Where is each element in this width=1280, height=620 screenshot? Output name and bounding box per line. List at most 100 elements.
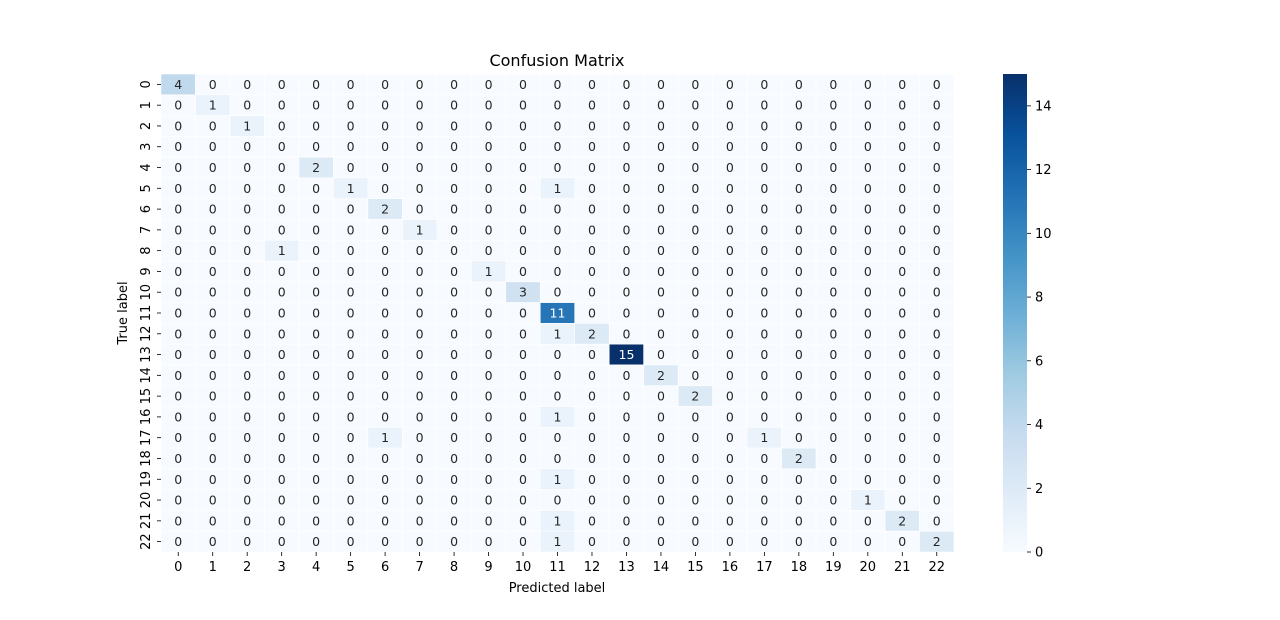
cell-value-20-0: 0 <box>174 493 182 508</box>
cell-value-8-17: 0 <box>760 243 768 258</box>
cell-value-5-11: 1 <box>554 181 562 196</box>
cell-value-22-18: 0 <box>795 534 803 549</box>
cell-value-19-22: 0 <box>933 472 941 487</box>
y-tick-label-6: 6 <box>139 205 154 213</box>
cell-value-18-15: 0 <box>691 451 699 466</box>
cell-value-0-16: 0 <box>726 77 734 92</box>
cell-value-2-13: 0 <box>622 118 630 133</box>
cell-value-7-2: 0 <box>243 222 251 237</box>
cell-value-0-22: 0 <box>933 77 941 92</box>
x-tick-label-12: 12 <box>584 560 601 575</box>
cell-value-17-9: 0 <box>485 430 493 445</box>
cell-value-17-3: 0 <box>278 430 286 445</box>
cell-value-20-3: 0 <box>278 493 286 508</box>
x-tick-label-20: 20 <box>860 560 877 575</box>
cell-value-6-3: 0 <box>278 202 286 217</box>
y-tick-label-4: 4 <box>139 163 154 171</box>
cell-value-6-1: 0 <box>209 202 217 217</box>
cell-value-8-8: 0 <box>450 243 458 258</box>
cell-value-19-5: 0 <box>347 472 355 487</box>
cell-value-10-2: 0 <box>243 285 251 300</box>
colorbar-tick-label-3: 6 <box>1035 354 1043 369</box>
y-tick-label-15: 15 <box>139 388 154 405</box>
cell-value-18-19: 0 <box>829 451 837 466</box>
cell-value-3-21: 0 <box>898 139 906 154</box>
cell-value-6-19: 0 <box>829 202 837 217</box>
y-tick-label-10: 10 <box>139 284 154 301</box>
cell-value-1-14: 0 <box>657 98 665 113</box>
cell-value-7-8: 0 <box>450 222 458 237</box>
cell-value-20-14: 0 <box>657 493 665 508</box>
cell-value-0-19: 0 <box>829 77 837 92</box>
cell-value-21-11: 1 <box>554 513 562 528</box>
y-tick-label-2: 2 <box>139 122 154 130</box>
cell-value-12-2: 0 <box>243 326 251 341</box>
cell-value-20-16: 0 <box>726 493 734 508</box>
cell-value-4-5: 0 <box>347 160 355 175</box>
cell-value-20-6: 0 <box>381 493 389 508</box>
cell-value-3-10: 0 <box>519 139 527 154</box>
cell-value-13-15: 0 <box>691 347 699 362</box>
cell-value-22-16: 0 <box>726 534 734 549</box>
cell-value-0-5: 0 <box>347 77 355 92</box>
cell-value-21-2: 0 <box>243 513 251 528</box>
cell-value-9-8: 0 <box>450 264 458 279</box>
cell-value-20-21: 0 <box>898 493 906 508</box>
cell-value-19-16: 0 <box>726 472 734 487</box>
cell-value-15-6: 0 <box>381 389 389 404</box>
y-tick-label-16: 16 <box>139 409 154 426</box>
cell-value-19-19: 0 <box>829 472 837 487</box>
cell-value-4-11: 0 <box>554 160 562 175</box>
cell-value-6-22: 0 <box>933 202 941 217</box>
cell-value-8-19: 0 <box>829 243 837 258</box>
cell-value-20-5: 0 <box>347 493 355 508</box>
cell-value-18-3: 0 <box>278 451 286 466</box>
cell-value-1-8: 0 <box>450 98 458 113</box>
x-tick-label-17: 17 <box>756 560 773 575</box>
cell-value-22-3: 0 <box>278 534 286 549</box>
cell-value-3-22: 0 <box>933 139 941 154</box>
cell-value-16-11: 1 <box>554 409 562 424</box>
cell-value-8-4: 0 <box>312 243 320 258</box>
cell-value-22-20: 0 <box>864 534 872 549</box>
colorbar-tick-label-2: 4 <box>1035 418 1043 433</box>
cell-value-16-4: 0 <box>312 409 320 424</box>
cell-value-1-11: 0 <box>554 98 562 113</box>
colorbar-tick-label-1: 2 <box>1035 482 1043 497</box>
cell-value-12-7: 0 <box>416 326 424 341</box>
cell-value-15-18: 0 <box>795 389 803 404</box>
cell-value-10-1: 0 <box>209 285 217 300</box>
cell-value-1-5: 0 <box>347 98 355 113</box>
cell-value-9-3: 0 <box>278 264 286 279</box>
cell-value-5-12: 0 <box>588 181 596 196</box>
cell-value-0-9: 0 <box>485 77 493 92</box>
cell-value-19-21: 0 <box>898 472 906 487</box>
cell-value-17-13: 0 <box>622 430 630 445</box>
cell-value-21-4: 0 <box>312 513 320 528</box>
x-axis-label: Predicted label <box>509 581 606 596</box>
cell-value-16-5: 0 <box>347 409 355 424</box>
cell-value-1-20: 0 <box>864 98 872 113</box>
cell-value-16-21: 0 <box>898 409 906 424</box>
cell-value-15-17: 0 <box>760 389 768 404</box>
cell-value-8-16: 0 <box>726 243 734 258</box>
cell-value-20-11: 0 <box>554 493 562 508</box>
x-tick-label-19: 19 <box>825 560 842 575</box>
cell-value-0-7: 0 <box>416 77 424 92</box>
cell-value-19-9: 0 <box>485 472 493 487</box>
cell-value-22-22: 2 <box>933 534 941 549</box>
cell-value-10-3: 0 <box>278 285 286 300</box>
y-tick-label-1: 1 <box>139 101 154 109</box>
cell-value-12-21: 0 <box>898 326 906 341</box>
cell-value-17-11: 0 <box>554 430 562 445</box>
cell-value-17-6: 1 <box>381 430 389 445</box>
cell-value-4-12: 0 <box>588 160 596 175</box>
y-tick-label-11: 11 <box>139 305 154 322</box>
cell-value-18-13: 0 <box>622 451 630 466</box>
cell-value-19-7: 0 <box>416 472 424 487</box>
cell-value-5-20: 0 <box>864 181 872 196</box>
cell-value-3-7: 0 <box>416 139 424 154</box>
cell-value-5-13: 0 <box>622 181 630 196</box>
cell-value-18-16: 0 <box>726 451 734 466</box>
cell-value-11-3: 0 <box>278 306 286 321</box>
